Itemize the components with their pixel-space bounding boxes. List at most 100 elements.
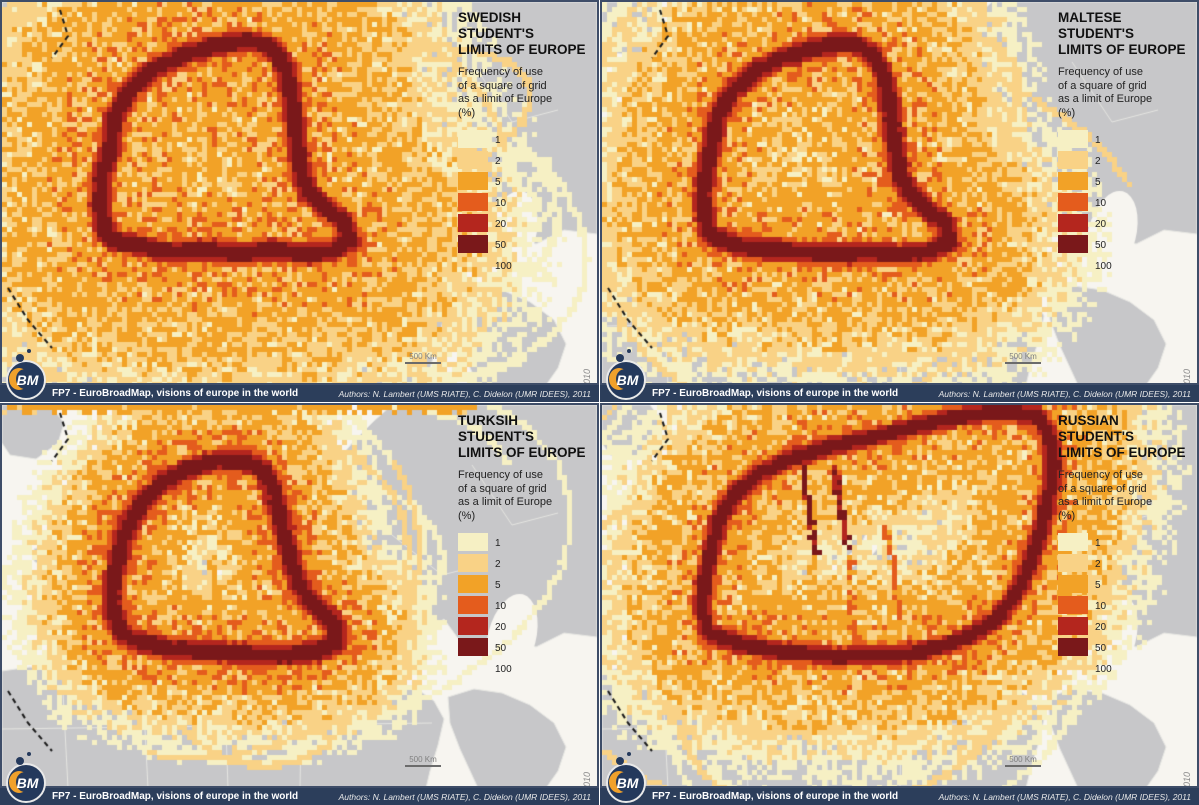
legend-swatch — [1058, 214, 1088, 232]
legend-label: 2 — [1095, 156, 1101, 167]
map-panel: SWEDISH STUDENT'S LIMITS OF EUROPE Frequ… — [0, 0, 599, 402]
logo-dot-icon — [27, 752, 31, 756]
footer-authors-text: Authors: N. Lambert (UMS RIATE), C. Dide… — [938, 791, 1191, 802]
legend-label: 5 — [1095, 580, 1101, 591]
legend-label: 10 — [495, 601, 507, 612]
scale-bar: 500 Km — [1000, 352, 1046, 364]
legend-label: 20 — [1095, 622, 1107, 633]
title-line: STUDENT'S — [458, 429, 534, 444]
map-area: SWEDISH STUDENT'S LIMITS OF EUROPE Frequ… — [0, 0, 599, 385]
title-line: LIMITS OF EUROPE — [1058, 42, 1186, 57]
legend-label: 5 — [495, 177, 501, 188]
legend-swatch — [458, 575, 488, 593]
heatmap-canvas — [602, 2, 1197, 383]
scale-label: 500 Km — [409, 755, 437, 764]
scale-label: 500 Km — [1009, 755, 1037, 764]
scale-label: 500 Km — [409, 352, 437, 361]
legend-swatch — [1058, 235, 1088, 253]
title-line: STUDENT'S — [458, 26, 534, 41]
logo-dot-icon — [16, 354, 24, 362]
legend-swatch — [458, 151, 488, 169]
legend-label: 100 — [1095, 664, 1112, 675]
logo-dot-icon — [627, 752, 631, 756]
legend: 1 2 5 10 20 50 100 — [1058, 130, 1158, 272]
scale-line — [1005, 362, 1041, 364]
legend-label: 5 — [495, 580, 501, 591]
caption-line: of a square of grid — [1058, 79, 1147, 92]
legend-label: 100 — [495, 664, 512, 675]
scale-bar: 500 Km — [400, 352, 446, 364]
logo-text: BM — [616, 775, 639, 791]
scale-bar: 500 Km — [1000, 755, 1046, 767]
caption-line: as a limit of Europe — [1058, 496, 1153, 508]
legend-label: 1 — [495, 538, 501, 549]
legend: 1 2 5 10 20 50 100 — [458, 130, 558, 272]
scale-line — [1005, 765, 1041, 767]
legend-swatch — [458, 638, 488, 656]
map-panel: RUSSIAN STUDENT'S LIMITS OF EUROPE Frequ… — [600, 403, 1199, 805]
ebm-logo-icon: BM — [6, 349, 46, 400]
legend-swatch — [1058, 638, 1088, 656]
heatmap-canvas — [2, 2, 597, 383]
legend-swatch — [458, 235, 488, 253]
caption-line: (%) — [1058, 509, 1076, 522]
map-area: RUSSIAN STUDENT'S LIMITS OF EUROPE Frequ… — [600, 403, 1199, 788]
scale-line — [405, 765, 441, 767]
footer-authors-text: Authors: N. Lambert (UMS RIATE), C. Dide… — [938, 388, 1191, 399]
ebm-logo-icon: BM — [6, 752, 46, 803]
legend-label: 1 — [1095, 538, 1101, 549]
map-panel: TURKSIH STUDENT'S LIMITS OF EUROPE Frequ… — [0, 403, 599, 805]
caption-line: as a limit of Europe — [458, 496, 553, 508]
caption-line: (%) — [1058, 106, 1076, 119]
footer-authors-text: Authors: N. Lambert (UMS RIATE), C. Dide… — [338, 388, 591, 399]
caption-line: (%) — [458, 106, 476, 119]
logo-dot-icon — [16, 757, 24, 765]
legend-swatch — [1058, 596, 1088, 614]
legend-label: 2 — [1095, 559, 1101, 570]
caption-line: of a square of grid — [1058, 482, 1147, 495]
legend-swatch — [1058, 575, 1088, 593]
legend-label: 10 — [495, 198, 507, 209]
footer-project-text: FP7 - EuroBroadMap, visions of europe in… — [52, 791, 299, 802]
heatmap-canvas — [2, 405, 597, 786]
caption-line: Frequency of use — [458, 469, 543, 481]
title-line: MALTESE — [1058, 10, 1122, 25]
scale-bar: 500 Km — [400, 755, 446, 767]
legend-swatch — [1058, 554, 1088, 572]
title-line: LIMITS OF EUROPE — [1058, 445, 1186, 460]
legend: 1 2 5 10 20 50 100 — [458, 533, 558, 675]
title-line: RUSSIAN — [1058, 413, 1119, 428]
legend-swatch — [1058, 193, 1088, 211]
legend-label: 100 — [495, 261, 512, 272]
logo-text: BM — [16, 372, 39, 388]
title-line: LIMITS OF EUROPE — [458, 42, 586, 57]
title-line: SWEDISH — [458, 10, 522, 25]
legend-caption: Frequency of use of a square of grid as … — [458, 66, 597, 120]
footer-authors-text: Authors: N. Lambert (UMS RIATE), C. Dide… — [338, 791, 591, 802]
source-note: Sources: EuroBroadMap survey, 2010 — [1182, 369, 1192, 383]
legend-label: 100 — [1095, 261, 1112, 272]
legend-caption: Frequency of use of a square of grid as … — [1058, 66, 1197, 120]
footer-project-text: FP7 - EuroBroadMap, visions of europe in… — [652, 791, 899, 802]
legend-label: 20 — [495, 219, 507, 230]
caption-line: as a limit of Europe — [458, 93, 553, 105]
legend-label: 50 — [495, 643, 507, 654]
caption-line: (%) — [458, 509, 476, 522]
legend-swatch — [1058, 533, 1088, 551]
legend-caption: Frequency of use of a square of grid as … — [1058, 469, 1197, 523]
panel-title: TURKSIH STUDENT'S LIMITS OF EUROPE — [458, 413, 597, 461]
legend-swatch — [458, 130, 488, 148]
ebm-logo-icon: BM — [606, 349, 646, 400]
legend-label: 50 — [1095, 240, 1107, 251]
legend-caption: Frequency of use of a square of grid as … — [458, 469, 597, 523]
footer-project-text: FP7 - EuroBroadMap, visions of europe in… — [652, 388, 899, 399]
logo-text: BM — [616, 372, 639, 388]
panel-title: RUSSIAN STUDENT'S LIMITS OF EUROPE — [1058, 413, 1197, 461]
legend-swatch — [1058, 617, 1088, 635]
map-area: MALTESE STUDENT'S LIMITS OF EUROPE Frequ… — [600, 0, 1199, 385]
legend: 1 2 5 10 20 50 100 — [1058, 533, 1158, 675]
ebm-logo-icon: BM — [606, 752, 646, 803]
caption-line: as a limit of Europe — [1058, 93, 1153, 105]
legend-swatch — [458, 172, 488, 190]
